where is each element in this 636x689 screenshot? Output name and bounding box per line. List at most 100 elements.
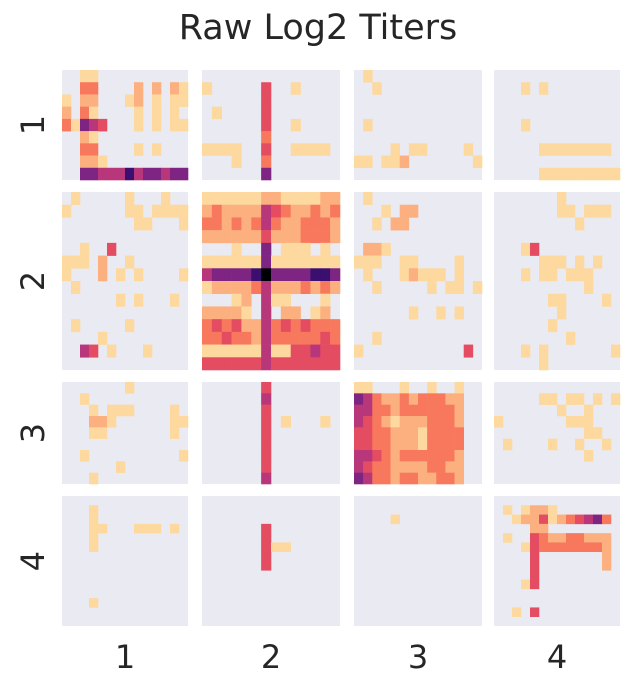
heatmap-cell <box>418 416 428 428</box>
heatmap-cell <box>300 331 311 345</box>
heatmap-cell <box>241 204 252 218</box>
heatmap-cell <box>231 357 242 371</box>
heatmap-cell <box>503 438 513 451</box>
heatmap-cell <box>539 167 549 181</box>
heatmap-cell <box>548 542 558 553</box>
heatmap-cell <box>363 438 373 451</box>
heatmap-cell <box>602 438 612 451</box>
heatmap-cell <box>354 255 364 269</box>
heatmap-cell <box>436 472 446 485</box>
heatmap-cell <box>320 230 331 244</box>
heatmap-cell <box>280 542 292 553</box>
heatmap-cell <box>363 461 373 473</box>
heatmap-cell <box>152 204 162 218</box>
heatmap-cell <box>418 438 428 451</box>
heatmap-cell <box>280 230 292 244</box>
heatmap-cell <box>363 450 373 462</box>
heatmap-cell <box>566 393 576 405</box>
heatmap-cell <box>399 404 410 417</box>
heatmap-cell <box>557 143 567 156</box>
heatmap-cell <box>89 131 99 144</box>
heatmap-cell <box>521 579 531 590</box>
heatmap-cell <box>330 255 341 269</box>
heatmap-cell <box>584 533 594 543</box>
heatmap-cell <box>436 438 446 451</box>
heatmap-cell <box>310 319 321 333</box>
heatmap-cell <box>363 404 373 417</box>
heatmap-cell <box>202 281 213 295</box>
heatmap-cell <box>125 404 135 417</box>
heatmap-cell <box>530 561 540 571</box>
heatmap-cell <box>575 393 585 405</box>
heatmap-cell <box>408 404 419 417</box>
heatmap-cell <box>251 268 262 282</box>
heatmap-cell <box>463 143 474 156</box>
heatmap-cell <box>89 106 99 120</box>
heatmap-cell <box>170 404 180 417</box>
heatmap-cell <box>62 204 72 218</box>
heatmap-cell <box>134 82 144 95</box>
heatmap-cell <box>521 242 531 256</box>
heatmap-cell <box>399 427 410 439</box>
heatmap-cell <box>320 204 331 218</box>
heatmap-cell <box>436 461 446 473</box>
heatmap-cell <box>98 118 108 132</box>
heatmap-cell <box>300 230 311 244</box>
heatmap-cell <box>418 472 428 485</box>
heatmap-cell <box>71 192 81 206</box>
heatmap-cell <box>390 450 401 462</box>
heatmap-cell <box>98 268 108 282</box>
heatmap-cell <box>445 461 455 473</box>
heatmap-cell <box>363 242 373 256</box>
heatmap-cell <box>390 217 401 231</box>
heatmap-cell <box>89 523 99 534</box>
heatmap-cell <box>399 416 410 428</box>
heatmap-cell <box>602 167 612 181</box>
heatmap-cell <box>310 192 321 206</box>
heatmap-cell <box>408 255 419 269</box>
heatmap-cell <box>202 230 213 244</box>
heatmap-cell <box>202 331 213 345</box>
heatmap-cell <box>454 416 465 428</box>
heatmap-cell <box>575 143 585 156</box>
heatmap-cell <box>320 143 331 156</box>
heatmap-cell <box>134 167 144 181</box>
heatmap-cell <box>381 242 391 256</box>
heatmap-cell <box>372 416 382 428</box>
heatmap-cell <box>300 192 311 206</box>
heatmap-cell <box>202 192 213 206</box>
heatmap-cell <box>320 344 331 358</box>
heatmap-cell <box>98 167 108 181</box>
heatmap-panel-4-3 <box>354 496 482 626</box>
heatmap-cell <box>170 118 180 132</box>
heatmap-cell <box>399 461 410 473</box>
heatmap-cell <box>310 281 321 295</box>
heatmap-cell <box>211 143 223 156</box>
heatmap-cell <box>107 167 117 181</box>
heatmap-cell <box>300 217 311 231</box>
heatmap-cell <box>261 393 272 405</box>
heatmap-cell <box>170 82 180 95</box>
heatmap-cell <box>584 204 594 218</box>
heatmap-cell <box>408 143 419 156</box>
heatmap-cell <box>80 255 90 269</box>
heatmap-cell <box>89 598 99 608</box>
panel-background <box>494 70 620 180</box>
heatmap-cell <box>390 514 401 525</box>
heatmap-cell <box>372 472 382 485</box>
heatmap-cell <box>280 306 292 320</box>
heatmap-cell <box>418 268 428 282</box>
heatmap-cell <box>575 416 585 428</box>
heatmap-cell <box>271 192 282 206</box>
heatmap-cell <box>418 427 428 439</box>
heatmap-cell <box>290 204 301 218</box>
heatmap-cell <box>202 255 213 269</box>
heatmap-cell <box>363 255 373 269</box>
heatmap-cell <box>290 281 301 295</box>
heatmap-cell <box>89 505 99 515</box>
heatmap-cell <box>271 281 282 295</box>
heatmap-cell <box>330 192 341 206</box>
heatmap-cell <box>418 404 428 417</box>
heatmap-cell <box>261 551 272 562</box>
heatmap-cell <box>363 382 373 394</box>
